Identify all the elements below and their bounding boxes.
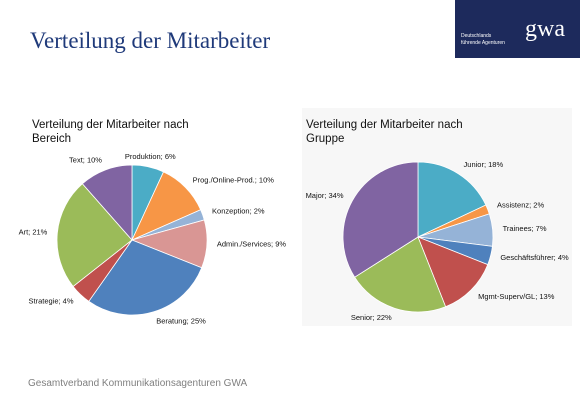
pie-slice — [417, 236, 489, 308]
logo-mark: gwa — [525, 16, 565, 42]
slice-label: Geschäftsführer; 4% — [500, 253, 569, 262]
slice-label: Assistenz; 2% — [497, 201, 544, 210]
chart-title: Verteilung der Mitarbeiter nach Bereich — [32, 119, 189, 145]
pie-slice — [81, 164, 133, 242]
page-title: Verteilung der Mitarbeiter — [30, 28, 271, 53]
logo-text: Deutschlands — [461, 33, 492, 39]
logo-text: führende Agenturen — [461, 40, 505, 46]
pie-slice — [342, 161, 419, 278]
pie-slice — [354, 236, 447, 313]
slice-label: Konzeption; 2% — [212, 206, 265, 215]
slice-label: Text; 10% — [69, 155, 102, 164]
logo: Deutschlands führende Agenturen gwa — [455, 0, 580, 58]
slice-label: Produktion; 6% — [125, 152, 176, 161]
slice-label: Strategie; 4% — [29, 297, 74, 306]
slice-label: Prog./Online-Prod.; 10% — [193, 175, 275, 184]
slice-label: Senior; 22% — [351, 313, 392, 322]
slice-label: Beratung; 25% — [156, 316, 206, 325]
slice-label: Major; 34% — [306, 191, 344, 200]
slice-label: Admin./Services; 9% — [217, 240, 287, 249]
slice-label: Junior; 18% — [464, 160, 504, 169]
slice-label: Trainees; 7% — [503, 224, 547, 233]
slice-label: Art; 21% — [19, 227, 48, 236]
pie-slice — [417, 161, 487, 238]
slice-label: Mgmt-Superv/GL; 13% — [478, 292, 555, 301]
chart-title: Verteilung der Mitarbeiter nach Gruppe — [306, 119, 463, 145]
pie-slice — [88, 239, 203, 316]
pie-slice — [56, 183, 133, 288]
footer: Gesamtverband Kommunikationsagenturen GW… — [28, 378, 248, 389]
